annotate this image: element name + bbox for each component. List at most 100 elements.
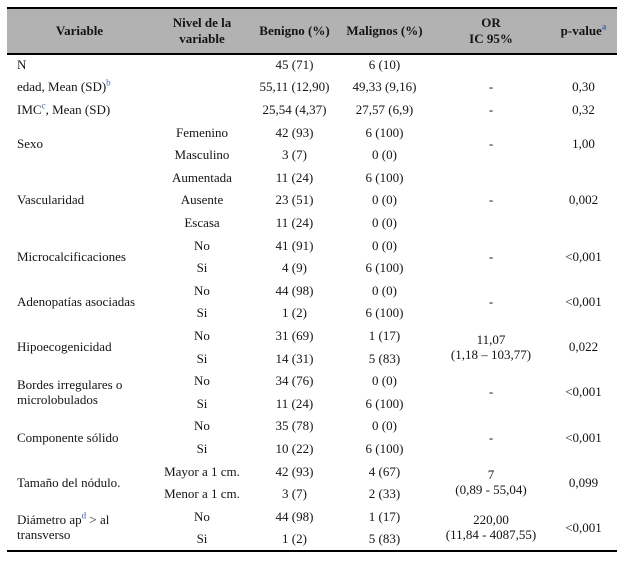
table-header: Variable Nivel de la variable Benigno (%) M…: [7, 8, 617, 55]
table-row: Escasa 11 (24) 0 (0): [7, 212, 617, 235]
benigno-cell: 55,11 (12,90): [259, 79, 330, 95]
or-ic95-cell: 220,00 (11,84 - 4087,55): [445, 512, 537, 542]
column-header-3: Malignos (%): [337, 8, 432, 55]
footnote-marker[interactable]: c: [41, 100, 46, 111]
p-value-cell: <0,001: [565, 519, 602, 535]
table-body: N 45 (71) 6 (10) edad, Mean (SD)b 55,11 (12,…: [7, 54, 617, 551]
nivel-cell: Si: [196, 350, 208, 366]
malignos-cell: 0 (0): [372, 214, 397, 230]
nivel-cell: No: [194, 282, 210, 298]
malignos-cell: 6 (100): [365, 440, 404, 456]
or-ic95-cell: -: [488, 294, 494, 310]
table-row: IMCc, Mean (SD) 25,54 (4,37) 27,57 (6,9) - 0…: [7, 99, 617, 122]
nivel-cell: No: [194, 237, 210, 253]
p-value-cell: <0,001: [565, 384, 602, 400]
nivel-cell: Si: [196, 260, 208, 276]
or-ic95-cell: 11,07 (1,18 – 103,77): [450, 331, 532, 362]
malignos-cell: 1 (17): [368, 327, 401, 343]
benigno-cell: 10 (22): [275, 440, 314, 456]
variable-cell: Diámetro apd > al transverso: [17, 510, 110, 542]
variable-cell: Sexo: [17, 135, 43, 151]
nivel-cell: Mayor a 1 cm.: [164, 463, 240, 479]
p-value-cell: <0,001: [565, 429, 602, 445]
benigno-cell: 11 (24): [275, 169, 314, 185]
benigno-cell: 34 (76): [275, 373, 314, 389]
column-header-5: p-valuea: [550, 8, 617, 55]
or-ic95-cell: 7 (0,89 - 55,04): [455, 467, 527, 498]
variable-cell: Vascularidad: [17, 192, 85, 208]
nivel-cell: Menor a 1 cm.: [164, 486, 240, 502]
table-row: Masculino 3 (7) 0 (0): [7, 144, 617, 167]
nivel-cell: No: [194, 373, 210, 389]
column-header-0: Variable: [7, 8, 152, 55]
variable-cell: Microcalcificaciones: [17, 248, 126, 264]
malignos-cell: 0 (0): [372, 282, 397, 298]
or-ic95-cell: -: [488, 384, 494, 400]
benigno-cell: 23 (51): [275, 192, 314, 208]
benigno-cell: 1 (2): [282, 530, 307, 546]
table-row: Hipoecogenicidad No 31 (69) 1 (17) 11,07 (1,…: [7, 325, 617, 362]
p-value-cell: 0,002: [568, 192, 599, 208]
malignos-cell: 6 (100): [365, 169, 404, 185]
footnote-marker[interactable]: d: [81, 510, 87, 521]
benigno-cell: 44 (98): [275, 508, 314, 524]
p-value-cell: <0,001: [565, 294, 602, 310]
malignos-cell: 0 (0): [372, 147, 397, 163]
benigno-cell: 3 (7): [282, 486, 307, 502]
malignos-cell: 5 (83): [368, 530, 401, 546]
table-row: Si 4 (9) 6 (100): [7, 257, 617, 280]
benigno-cell: 42 (93): [275, 463, 314, 479]
variable-cell: IMCc, Mean (SD): [17, 100, 111, 118]
footnote-marker[interactable]: a: [601, 21, 607, 32]
variable-cell: edad, Mean (SD)b: [17, 78, 111, 95]
nivel-cell: No: [194, 418, 210, 434]
benigno-cell: 1 (2): [282, 305, 307, 321]
table-row: Si 1 (2) 5 (83): [7, 528, 617, 551]
statistics-table: Variable Nivel de la variable Benigno (%) M…: [7, 7, 617, 553]
nivel-cell: Aumentada: [172, 169, 232, 185]
column-header-4: OR IC 95%: [432, 8, 550, 55]
p-value-cell: 0,022: [568, 339, 599, 355]
variable-cell: Adenopatías asociadas: [17, 294, 136, 310]
nivel-cell: [152, 77, 252, 100]
column-header-1: Nivel de la variable: [152, 8, 252, 55]
variable-cell: Bordes irregulares o microlobulados: [17, 376, 123, 407]
nivel-cell: Si: [196, 305, 208, 321]
variable-cell: Hipoecogenicidad: [17, 339, 112, 355]
nivel-cell: Si: [196, 395, 208, 411]
benigno-cell: 31 (69): [275, 327, 314, 343]
malignos-cell: 6 (10): [368, 57, 401, 73]
table-row: Sexo Femenino 42 (93) 6 (100) - 1,00: [7, 122, 617, 151]
table-row: Si 10 (22) 6 (100): [7, 438, 617, 461]
malignos-cell: 49,33 (9,16): [352, 79, 417, 95]
table-row: N 45 (71) 6 (10): [7, 54, 617, 77]
malignos-cell: 4 (67): [368, 463, 401, 479]
malignos-cell: 27,57 (6,9): [355, 102, 414, 118]
table-row: Menor a 1 cm. 3 (7) 2 (33): [7, 483, 617, 506]
benigno-cell: 35 (78): [275, 418, 314, 434]
malignos-cell: 0 (0): [372, 373, 397, 389]
nivel-cell: No: [194, 508, 210, 524]
variable-cell: Tamaño del nódulo.: [17, 474, 121, 490]
benigno-cell: 44 (98): [275, 282, 314, 298]
nivel-cell: Masculino: [174, 147, 230, 163]
benigno-cell: 42 (93): [275, 124, 314, 140]
p-value-cell: 0,099: [568, 474, 599, 490]
malignos-cell: 0 (0): [372, 237, 397, 253]
malignos-cell: 0 (0): [372, 192, 397, 208]
footnote-marker[interactable]: b: [106, 78, 111, 89]
table-row: Tamaño del nódulo. Mayor a 1 cm. 42 (93) 4 …: [7, 461, 617, 498]
or-ic95-cell: -: [488, 79, 494, 95]
table-row: edad, Mean (SD)b 55,11 (12,90) 49,33 (9,16…: [7, 77, 617, 100]
malignos-cell: 6 (100): [365, 260, 404, 276]
malignos-cell: 6 (100): [365, 395, 404, 411]
malignos-cell: 5 (83): [368, 350, 401, 366]
benigno-cell: 25,54 (4,37): [262, 102, 327, 118]
benigno-cell: 41 (91): [275, 237, 314, 253]
table-row: Microcalcificaciones No 41 (91) 0 (0) - <0,00…: [7, 235, 617, 264]
or-ic95-cell: [432, 54, 550, 77]
nivel-cell: Escasa: [184, 214, 220, 230]
malignos-cell: 2 (33): [368, 486, 401, 502]
table-row: Si 11 (24) 6 (100): [7, 393, 617, 416]
